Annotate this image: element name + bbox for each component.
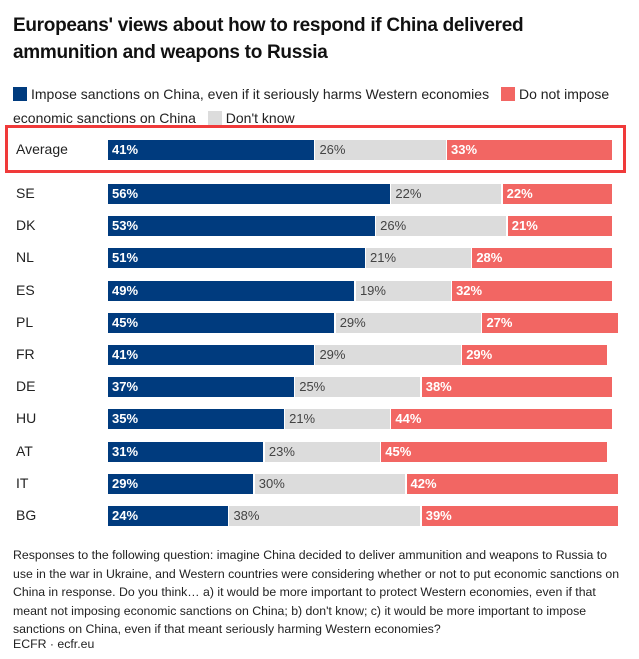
category-label: AT: [16, 442, 33, 459]
bar-not_impose: 32%: [452, 280, 613, 301]
bar-not_impose: 28%: [472, 248, 613, 269]
source: ECFR · ecfr.eu: [13, 637, 95, 651]
category-label: NL: [16, 249, 34, 266]
legend: Impose sanctions on China, even if it se…: [13, 82, 628, 130]
bar-dont_know: 26%: [376, 216, 507, 237]
bar-dont_know: 38%: [229, 506, 421, 526]
legend-item-dont-know: Don't know: [207, 110, 295, 126]
bar-impose: 51%: [108, 248, 365, 269]
category-label: IT: [16, 474, 29, 491]
category-label: SE: [16, 185, 35, 201]
bar-impose: 37%: [108, 377, 294, 398]
bar-not_impose: 21%: [507, 216, 613, 237]
bar-dont_know: 22%: [391, 184, 502, 204]
category-label: DE: [16, 378, 36, 395]
bar-dont_know: 29%: [315, 345, 461, 365]
legend-label: Do not impose economic sanctions on Chin…: [13, 86, 610, 126]
legend-label: Don't know: [225, 110, 295, 126]
bar-not_impose: 45%: [381, 441, 608, 462]
category-label: PL: [16, 313, 34, 330]
category-label: BG: [16, 507, 37, 523]
bar-not_impose: 38%: [421, 377, 613, 398]
bar-impose: 24%: [108, 506, 228, 526]
bar-impose: 35%: [108, 409, 284, 430]
bar-not_impose: 27%: [482, 312, 618, 333]
bar-not_impose: 22%: [502, 184, 613, 204]
bar-dont_know: 23%: [264, 441, 380, 462]
highlight-box: [5, 125, 626, 173]
bar-not_impose: 29%: [462, 345, 608, 365]
category-label: Average: [16, 141, 68, 157]
legend-item-impose: Impose sanctions on China, even if it se…: [13, 86, 489, 102]
bar-dont_know: 29%: [335, 312, 481, 333]
chart-title: Europeans' views about how to respond if…: [13, 15, 524, 63]
bar-dont_know: 26%: [315, 140, 446, 160]
bar-impose: 29%: [108, 473, 254, 494]
category-label: DK: [16, 217, 36, 234]
category-label: ES: [16, 281, 35, 298]
bar-not_impose: 33%: [447, 140, 613, 160]
bar-impose: 41%: [108, 345, 314, 365]
bar-impose: 56%: [108, 184, 390, 204]
category-label: FR: [16, 346, 35, 362]
bar-dont_know: 19%: [355, 280, 451, 301]
bar-dont_know: 25%: [295, 377, 421, 398]
bar-dont_know: 21%: [366, 248, 471, 269]
bar-impose: 31%: [108, 441, 264, 462]
bar-not_impose: 44%: [391, 409, 613, 430]
bar-impose: 49%: [108, 280, 355, 301]
bar-dont_know: 21%: [285, 409, 390, 430]
bar-not_impose: 42%: [406, 473, 618, 494]
legend-swatch: [207, 111, 222, 125]
legend-label: Impose sanctions on China, even if it se…: [31, 86, 490, 102]
footnote: Responses to the following question: ima…: [13, 548, 620, 636]
bar-impose: 45%: [108, 312, 335, 333]
legend-swatch: [500, 87, 515, 101]
bar-dont_know: 30%: [254, 473, 406, 494]
bar-impose: 41%: [108, 140, 314, 160]
bar-not_impose: 39%: [421, 506, 618, 526]
legend-swatch: [13, 87, 27, 101]
bar-impose: 53%: [108, 216, 375, 237]
category-label: HU: [16, 410, 37, 427]
legend-item-not-impose: Do not impose economic sanctions on Chin…: [13, 86, 609, 126]
